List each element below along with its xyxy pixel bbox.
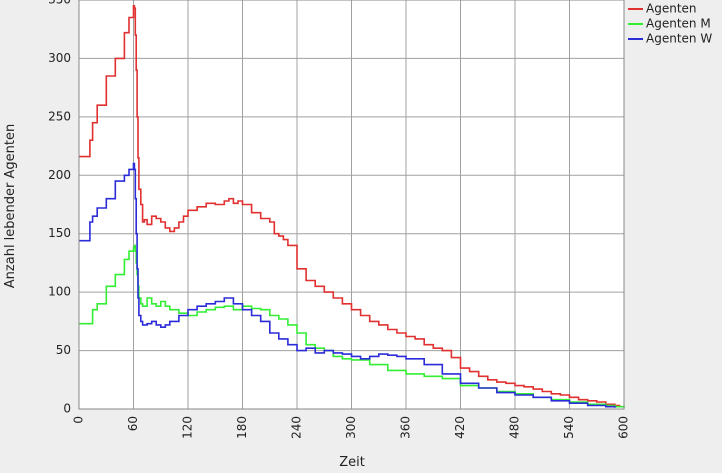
- series-layer: [79, 5, 625, 408]
- y-tick-label: 350: [48, 0, 71, 7]
- x-tick-label: 600: [617, 416, 631, 439]
- plot-border: [78, 0, 625, 410]
- x-tick-label: 360: [399, 416, 413, 439]
- x-tick-label: 300: [344, 416, 358, 439]
- x-tick-label: 120: [181, 416, 195, 439]
- series-line-agenten: [79, 5, 621, 407]
- y-tick-label: 300: [48, 51, 71, 65]
- x-tick-label: 0: [72, 416, 86, 424]
- x-tick-label: 180: [235, 416, 249, 439]
- x-tick-label: 240: [290, 416, 304, 439]
- legend-label: Agenten M: [646, 17, 711, 31]
- y-tick-label: 150: [48, 226, 71, 240]
- y-tick-label: 50: [56, 343, 71, 357]
- legend-item: Agenten W: [628, 32, 712, 46]
- y-tick-label: 0: [63, 402, 71, 416]
- y-axis-label: Anzahl lebender Agenten: [3, 124, 18, 288]
- x-tick-label: 60: [126, 416, 140, 431]
- legend-label: Agenten W: [646, 32, 712, 46]
- axes: 0 60 120 180 240 300 360 420 480 540 600 0 50 100 150 2…: [48, 0, 631, 439]
- y-tick-label: 250: [48, 109, 71, 123]
- x-tick-label: 480: [508, 416, 522, 439]
- series-line-agenten-m: [79, 244, 625, 408]
- y-tick-label: 200: [48, 168, 71, 182]
- legend-label: Agenten: [646, 2, 697, 16]
- x-tick-label: 540: [562, 416, 576, 439]
- legend-item: Agenten: [628, 2, 697, 16]
- legend-item: Agenten M: [628, 17, 711, 31]
- x-tick-label: 420: [453, 416, 467, 439]
- y-tick-label: 100: [48, 285, 71, 299]
- x-axis-label: Zeit: [339, 455, 365, 469]
- series-line-agenten-w: [79, 162, 616, 408]
